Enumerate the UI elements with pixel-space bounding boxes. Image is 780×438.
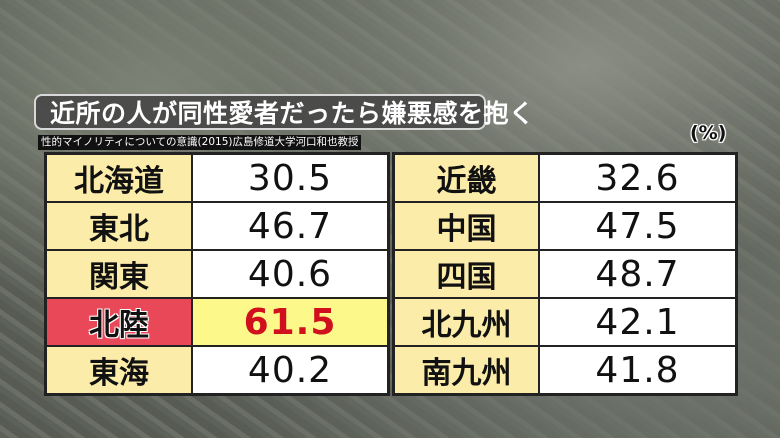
value-cell: 30.5 <box>191 152 390 203</box>
value-cell: 61.5 <box>191 297 390 347</box>
region-cell: 北海道 <box>44 152 193 203</box>
table-row: 東北 46.7 <box>44 201 390 251</box>
table-row: 北陸 61.5 <box>44 297 390 347</box>
value-cell: 42.1 <box>538 297 738 347</box>
table-row: 南九州 41.8 <box>392 345 738 396</box>
value-cell: 40.6 <box>191 249 390 299</box>
value-cell: 41.8 <box>538 345 738 396</box>
region-cell: 関東 <box>44 249 193 299</box>
value-cell: 46.7 <box>191 201 390 251</box>
value-cell: 40.2 <box>191 345 390 396</box>
region-table-right: 近畿 32.6 中国 47.5 四国 48.7 北九州 42.1 南九州 41.8 <box>392 152 738 396</box>
table-row: 北九州 42.1 <box>392 297 738 347</box>
table-row: 四国 48.7 <box>392 249 738 299</box>
region-cell: 四国 <box>392 249 540 299</box>
region-cell: 東海 <box>44 345 193 396</box>
region-cell: 南九州 <box>392 345 540 396</box>
value-cell: 32.6 <box>538 152 738 203</box>
region-cell: 北九州 <box>392 297 540 347</box>
region-cell: 北陸 <box>44 297 193 347</box>
region-cell: 近畿 <box>392 152 540 203</box>
table-row: 中国 47.5 <box>392 201 738 251</box>
headline: 近所の人が同性愛者だったら嫌悪感を抱く <box>34 94 534 130</box>
table-row: 関東 40.6 <box>44 249 390 299</box>
unit-label: (%) <box>690 122 727 144</box>
region-table-left: 北海道 30.5 東北 46.7 関東 40.6 北陸 61.5 東海 40.2 <box>44 152 390 396</box>
value-cell: 48.7 <box>538 249 738 299</box>
table-row: 東海 40.2 <box>44 345 390 396</box>
table-row: 北海道 30.5 <box>44 152 390 203</box>
source-caption: 性的マイノリティについての意識(2015)広島修道大学河口和也教授 <box>38 135 362 150</box>
region-cell: 中国 <box>392 201 540 251</box>
value-cell: 47.5 <box>538 201 738 251</box>
table-row: 近畿 32.6 <box>392 152 738 203</box>
region-cell: 東北 <box>44 201 193 251</box>
